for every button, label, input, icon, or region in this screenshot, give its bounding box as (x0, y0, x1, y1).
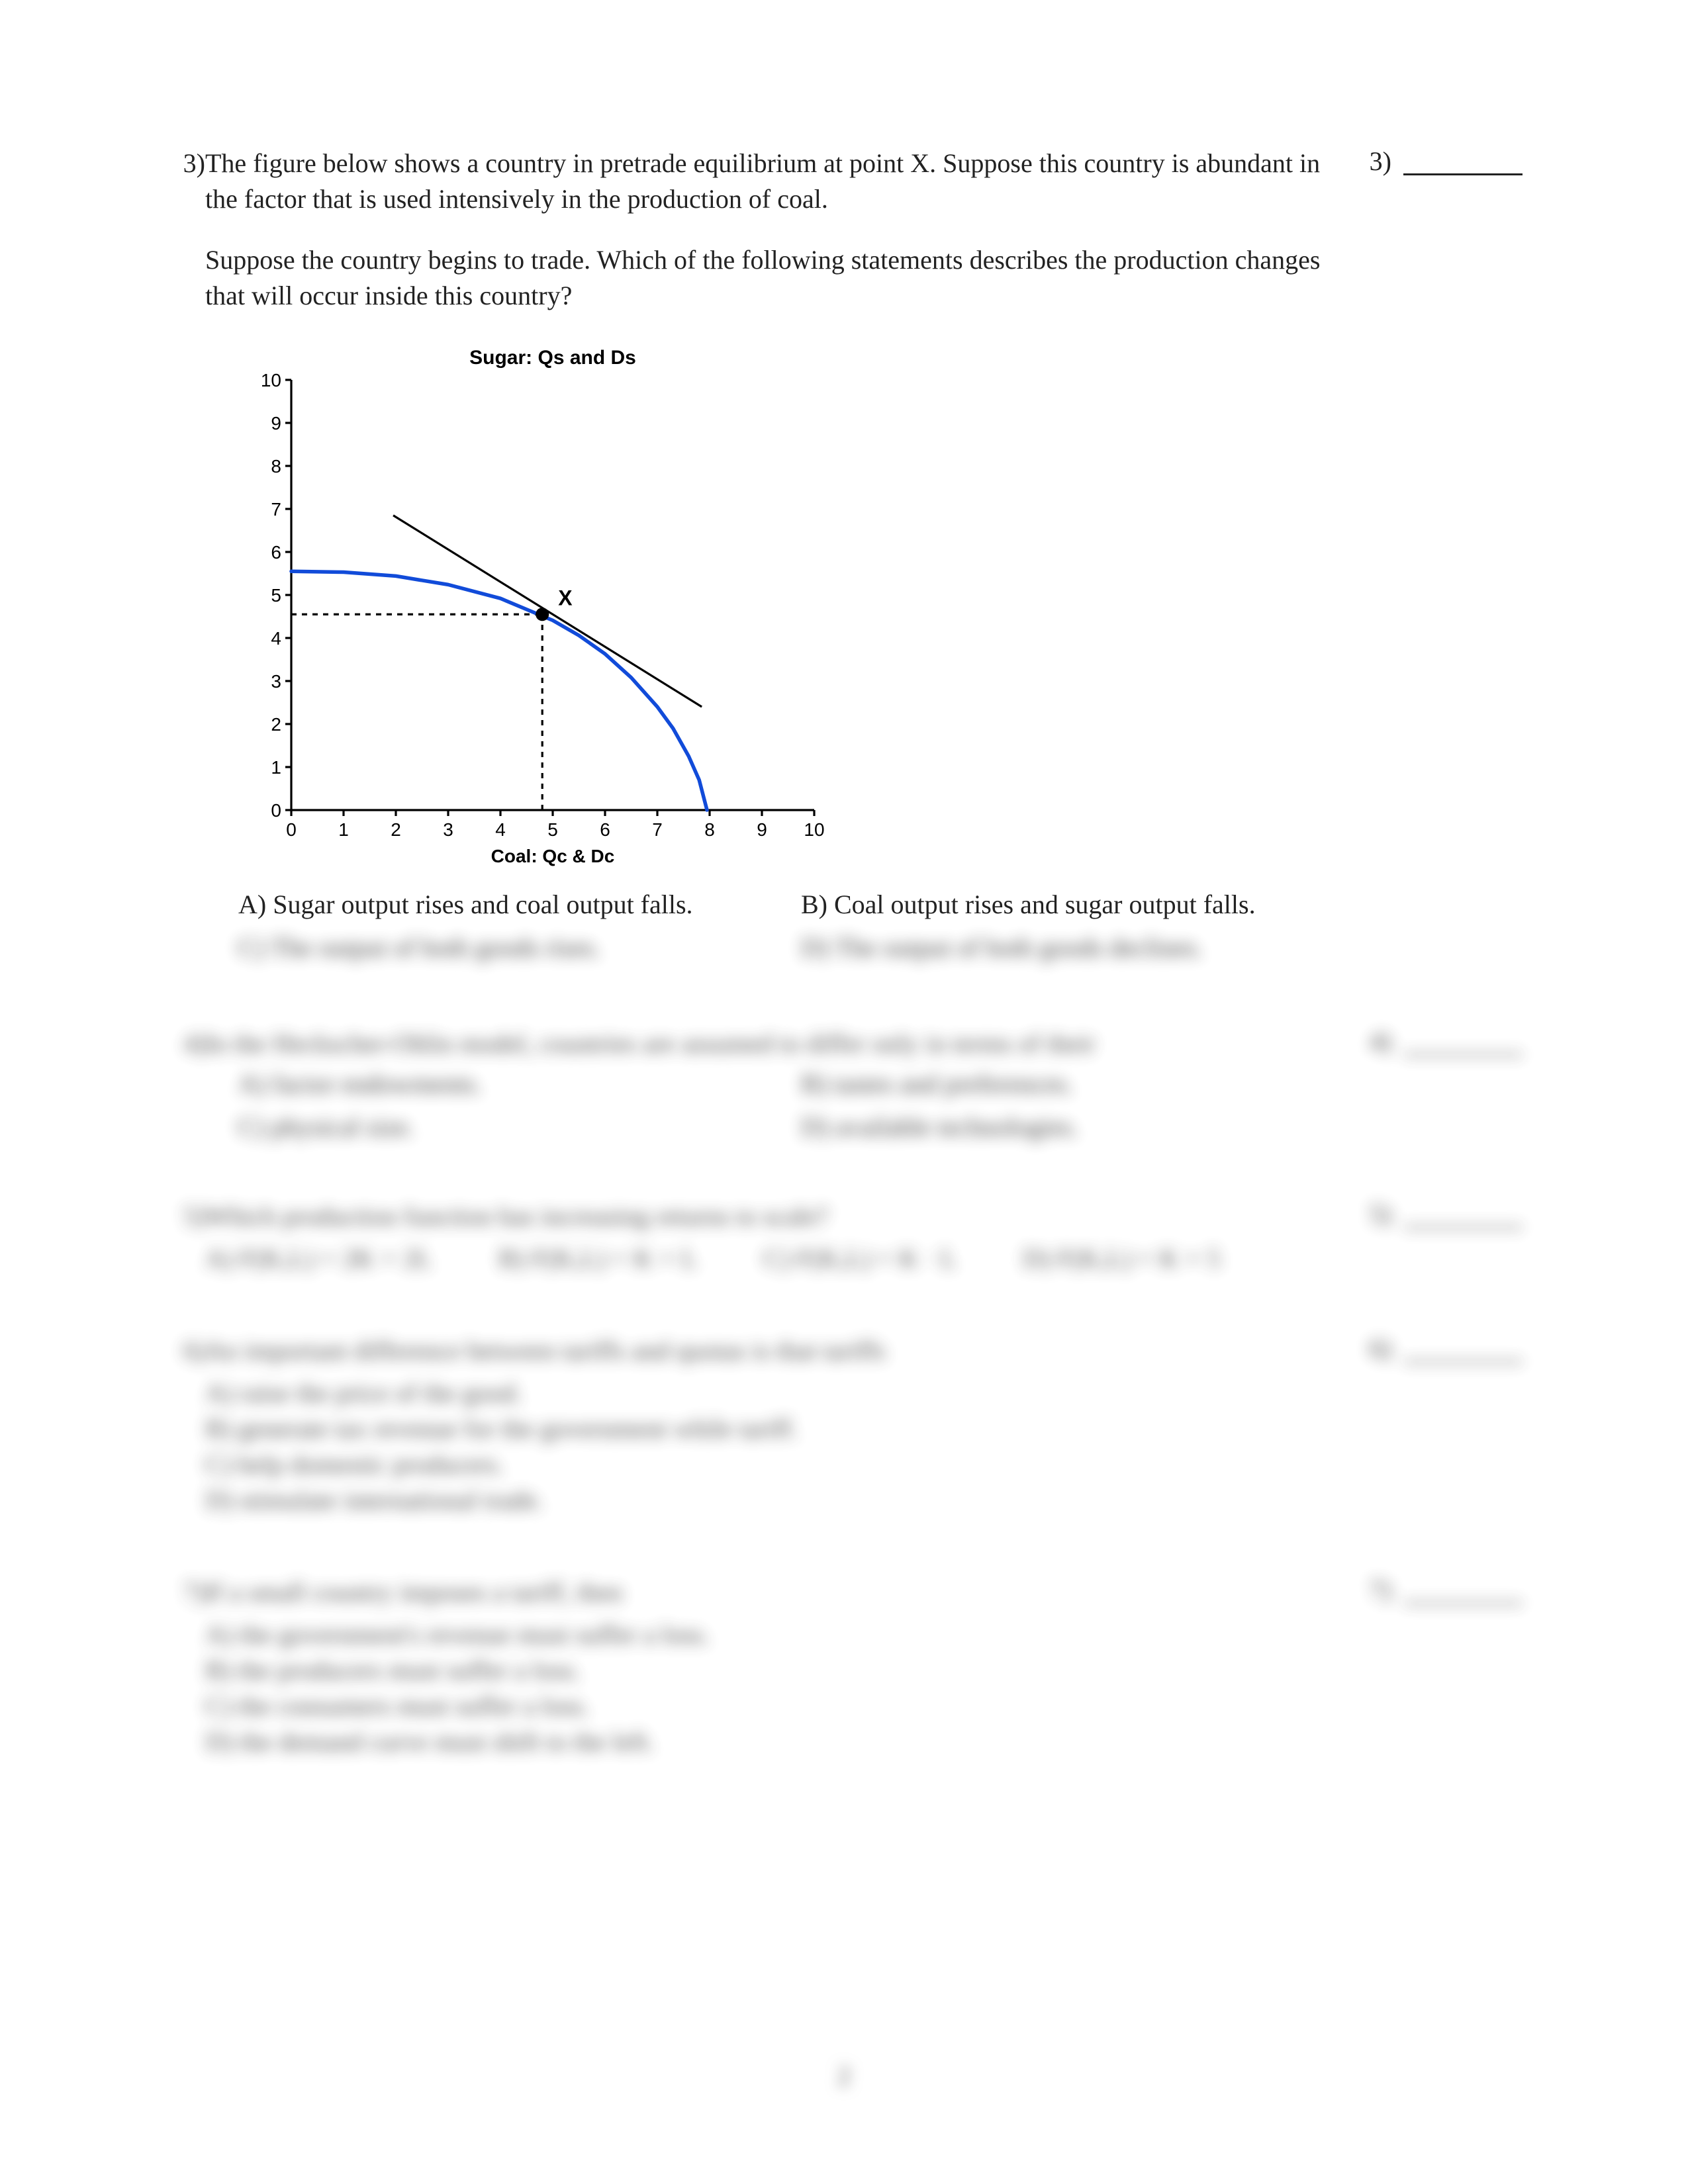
question-3: 3) The figure below shows a country in p… (165, 146, 1523, 963)
svg-text:10: 10 (261, 370, 281, 390)
svg-text:3: 3 (271, 671, 281, 692)
svg-text:2: 2 (271, 714, 281, 735)
question-7: 7) If a small country imposes a tariff, … (165, 1574, 1523, 1760)
page-number: 2 (0, 2060, 1688, 2091)
svg-text:4: 4 (495, 819, 506, 840)
svg-text:4: 4 (271, 628, 281, 649)
svg-text:9: 9 (757, 819, 767, 840)
q3-answer-slot: 3) (1350, 146, 1523, 177)
question-4: 4) In the Heckscher-Ohlin model, countri… (165, 1026, 1523, 1142)
svg-text:2: 2 (391, 819, 401, 840)
q3-option-b: B) Coal output rises and sugar output fa… (801, 889, 1337, 920)
svg-text:9: 9 (271, 413, 281, 433)
svg-text:7: 7 (652, 819, 663, 840)
svg-text:6: 6 (600, 819, 610, 840)
svg-text:6: 6 (271, 542, 281, 563)
svg-text:0: 0 (271, 800, 281, 821)
q3-para1: The figure below shows a country in pret… (205, 146, 1337, 217)
svg-text:10: 10 (804, 819, 824, 840)
svg-text:1: 1 (271, 757, 281, 778)
svg-text:5: 5 (271, 585, 281, 606)
svg-text:1: 1 (338, 819, 349, 840)
q3-options: A) Sugar output rises and coal output fa… (238, 889, 1337, 963)
question-6: 6) An important difference between tarif… (165, 1333, 1523, 1518)
q3-number: 3) (165, 146, 205, 217)
svg-text:5: 5 (547, 819, 558, 840)
svg-text:0: 0 (286, 819, 297, 840)
svg-text:8: 8 (271, 456, 281, 477)
svg-text:3: 3 (443, 819, 453, 840)
q3-option-a: A) Sugar output rises and coal output fa… (238, 889, 774, 920)
q3-para2: Suppose the country begins to trade. Whi… (165, 242, 1337, 314)
svg-text:8: 8 (704, 819, 715, 840)
answer-blank (1403, 146, 1523, 175)
svg-text:7: 7 (271, 499, 281, 520)
q3-option-c: C) The output of both goods rises. (238, 932, 774, 963)
svg-text:X: X (558, 586, 573, 610)
q3-chart: Sugar: Qs and Ds 0 1 2 3 4 5 6 7 8 9 10 0 1 2 3 4 5 6 7 8 9 10… (238, 340, 1337, 873)
question-5: 5) Which production function has increas… (165, 1199, 1523, 1277)
svg-text:Coal: Qc & Dc: Coal: Qc & Dc (491, 846, 615, 866)
q3-ans-label: 3) (1370, 146, 1391, 177)
svg-text:Sugar: Qs and Ds: Sugar: Qs and Ds (469, 347, 636, 369)
q3-option-d: D) The output of both goods declines. (801, 932, 1337, 963)
